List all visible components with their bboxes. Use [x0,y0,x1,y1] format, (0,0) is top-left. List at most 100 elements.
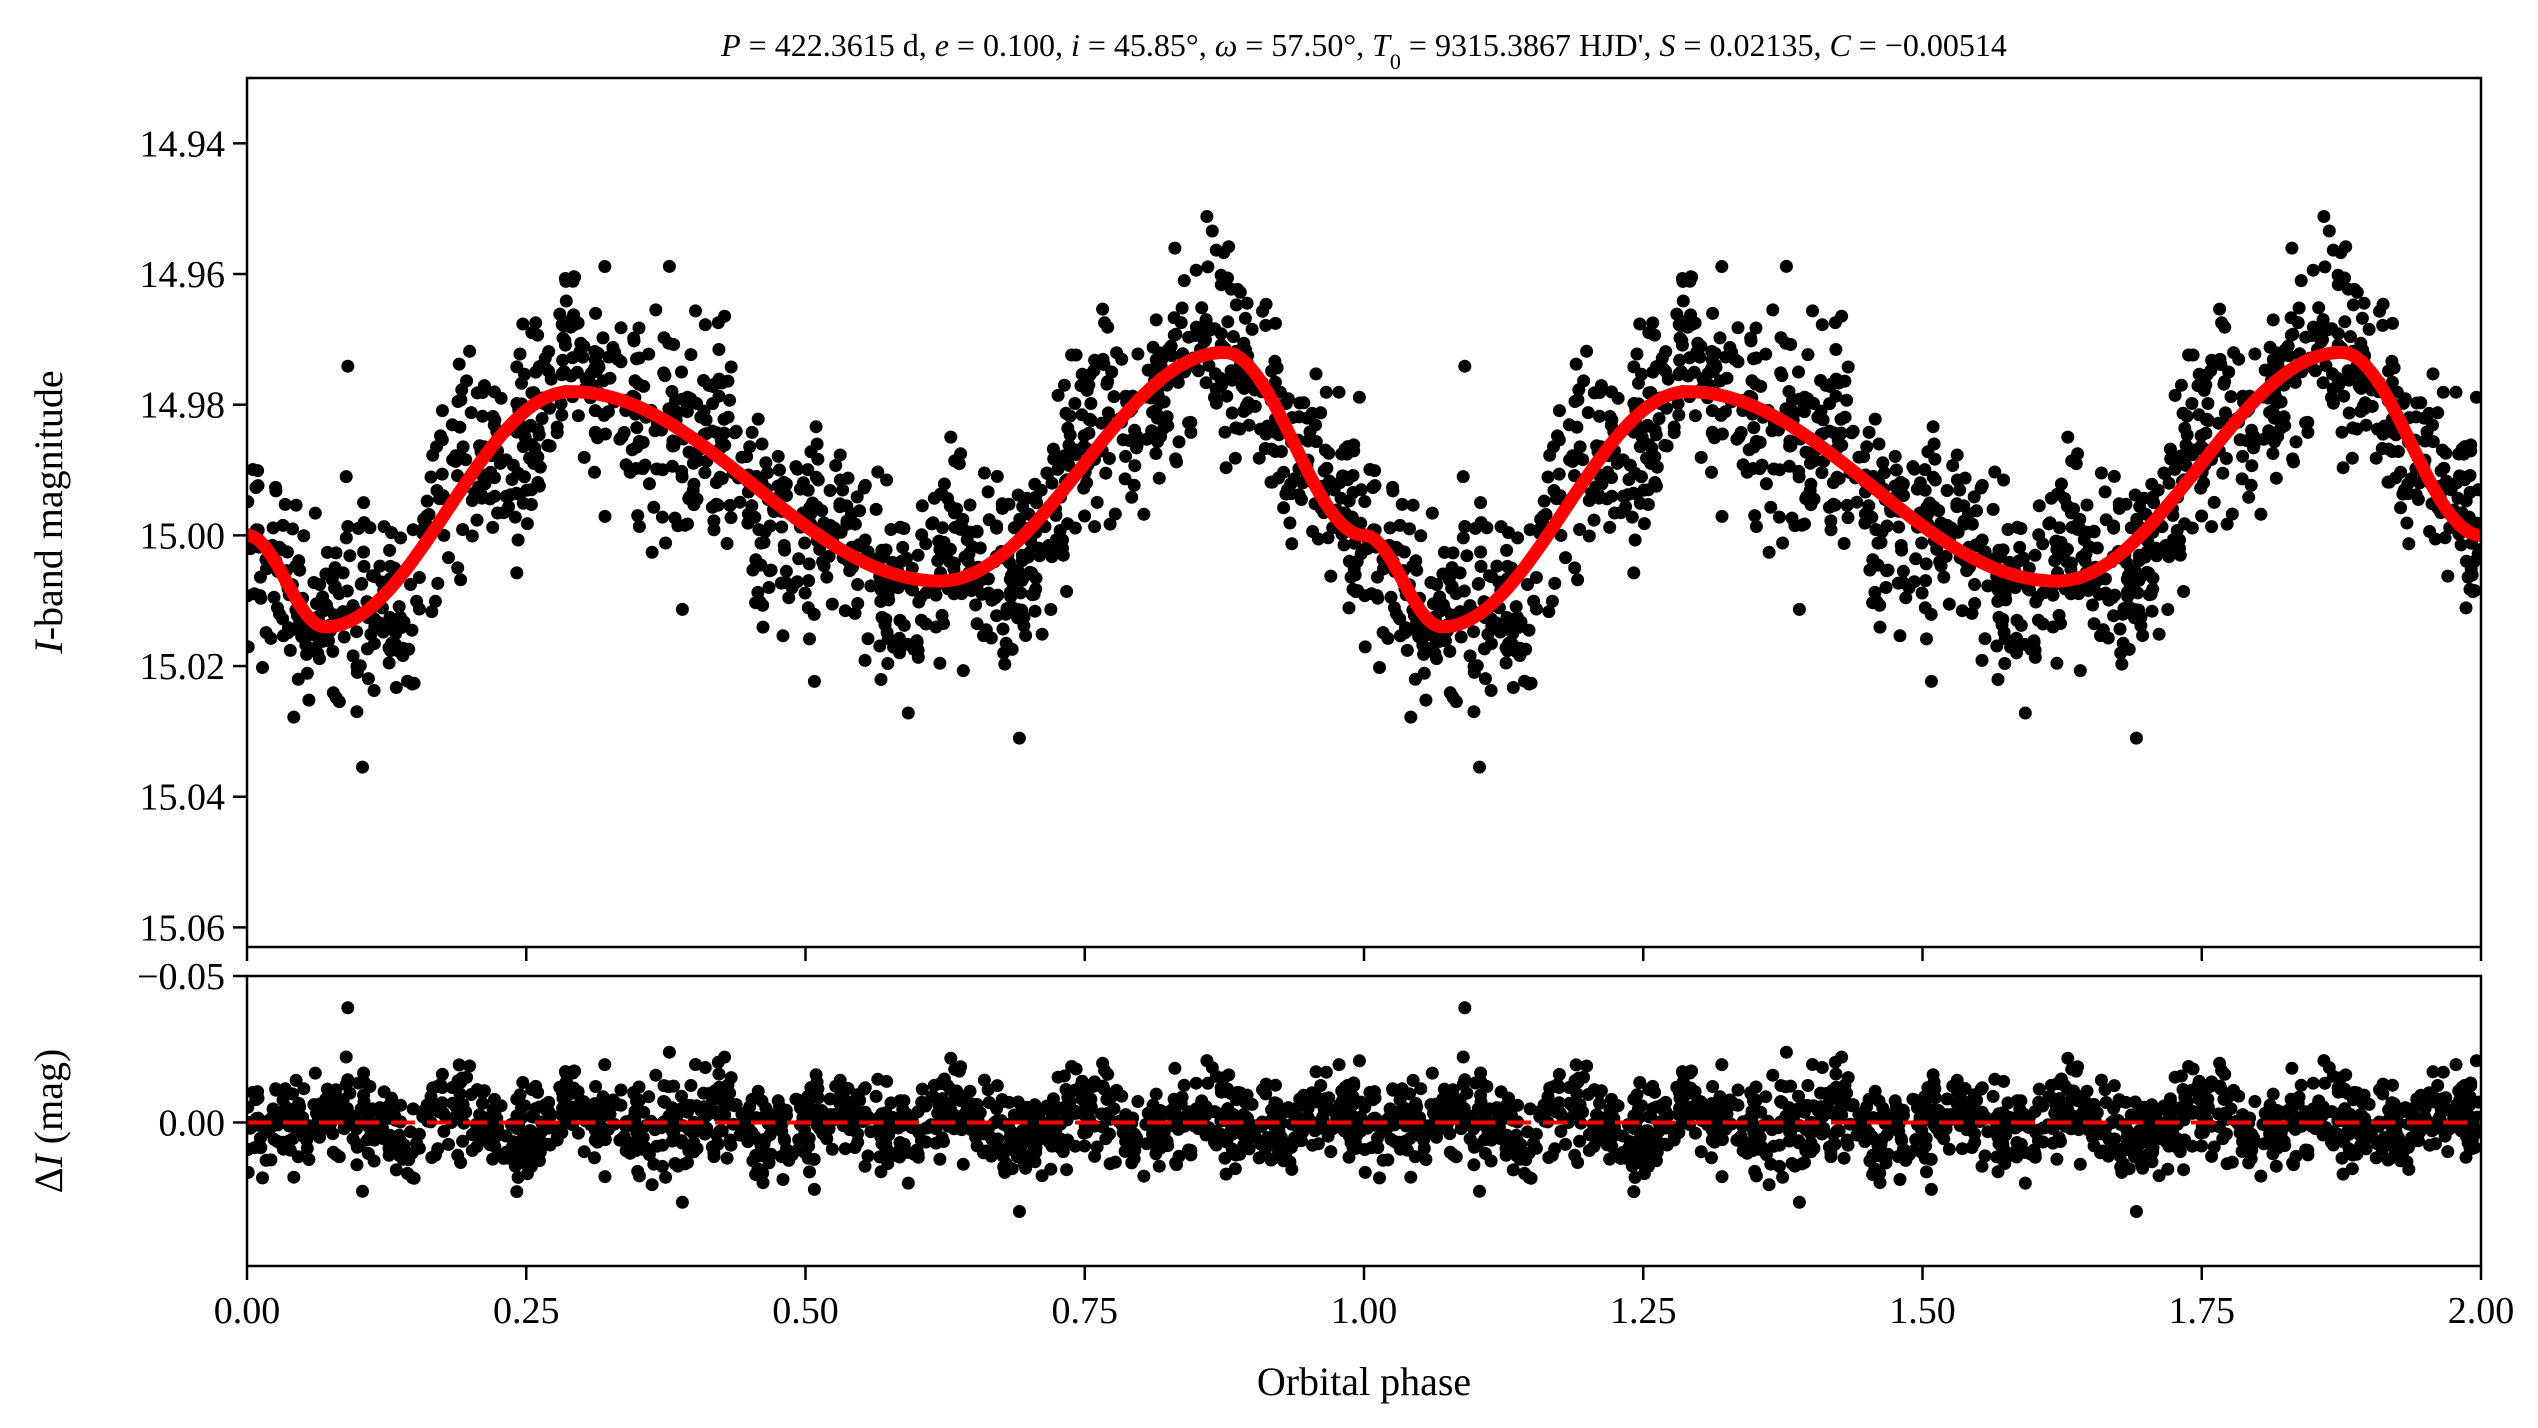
data-point [754,558,768,572]
residual-point [1439,1122,1452,1136]
data-point [772,463,786,477]
data-point [1537,494,1551,508]
residual-point [1788,1159,1802,1173]
data-point [2216,466,2230,480]
data-point [2441,569,2455,583]
data-point [1709,360,1723,374]
data-point [2436,385,2450,399]
data-point [2220,517,2234,531]
data-point [1226,330,1240,344]
data-point [1559,551,1572,565]
data-point [990,469,1004,483]
residual-point [861,1149,875,1163]
residual-point [2044,1078,2058,1092]
data-point [2028,548,2042,562]
residual-point [662,1045,676,1059]
data-point [2146,571,2160,585]
data-point [970,525,984,539]
residual-point [1436,1106,1450,1120]
data-point [2058,492,2072,505]
data-point [981,572,995,586]
data-point [2204,364,2218,377]
data-point [256,661,269,674]
data-point [350,660,364,673]
data-point [1473,760,1486,774]
residual-point [1175,1090,1189,1104]
residual-point [1218,1151,1232,1165]
data-point [2345,451,2359,465]
data-point [882,593,896,607]
data-point [1319,385,1333,399]
data-point [1610,456,1624,470]
data-point [2129,566,2143,580]
residual-point [1141,1106,1155,1120]
residual-point [2431,1121,2445,1135]
data-point [1841,360,1855,374]
data-point [393,610,407,624]
data-point [2242,490,2256,504]
model-curve [247,345,2481,634]
data-point [249,481,263,494]
data-point [2174,378,2188,392]
data-point [1080,476,1094,490]
data-point [1214,327,1228,341]
data-point [2182,348,2196,362]
residual-point [1940,1092,1954,1106]
data-point [762,581,776,594]
residual-point [686,1127,700,1140]
data-point [751,585,765,599]
data-point [558,338,572,352]
data-point [834,525,848,539]
data-point [1272,471,1286,485]
data-point [2373,304,2386,318]
data-point [2454,538,2468,552]
data-point [453,420,467,434]
data-point [1342,601,1356,615]
data-point [1915,536,1929,550]
data-point [531,450,545,464]
residual-point [259,1153,273,1167]
residual-point [717,1103,731,1117]
residual-point [1214,1081,1228,1095]
data-point [2199,378,2213,392]
data-point [789,460,803,474]
residual-point [669,1110,683,1124]
residual-point [1314,1079,1328,1092]
residual-point [1569,1058,1583,1072]
data-point [796,476,810,490]
data-point [1363,463,1377,476]
data-point [675,365,688,379]
residual-point [778,1134,792,1147]
data-point [2244,478,2258,492]
data-point [1593,386,1607,399]
residual-point [1458,1001,1472,1015]
data-point [327,608,341,622]
residual-point [1108,1155,1122,1169]
residual-point [1924,1152,1938,1166]
data-point [2435,443,2449,457]
data-point [937,477,951,491]
data-point [1425,506,1439,520]
data-point [1128,459,1142,473]
residual-point [1868,1084,1882,1098]
data-point [815,504,829,518]
data-point [1675,272,1689,285]
data-point [2107,521,2121,535]
data-point [1568,395,1582,408]
residual-point [1806,1058,1819,1071]
data-point [364,627,378,641]
data-point [1907,575,1921,589]
residual-point [287,1170,301,1184]
data-point [307,576,321,589]
data-point [1829,343,1843,356]
residual-point [1965,1141,1979,1154]
data-point [2018,706,2032,720]
residual-point [510,1122,524,1135]
data-point [956,664,970,678]
residual-point [648,1123,662,1137]
data-point [969,598,983,612]
data-point [2067,502,2081,516]
data-point [1474,545,1488,559]
residual-point [874,1165,888,1179]
data-point [2459,601,2473,615]
